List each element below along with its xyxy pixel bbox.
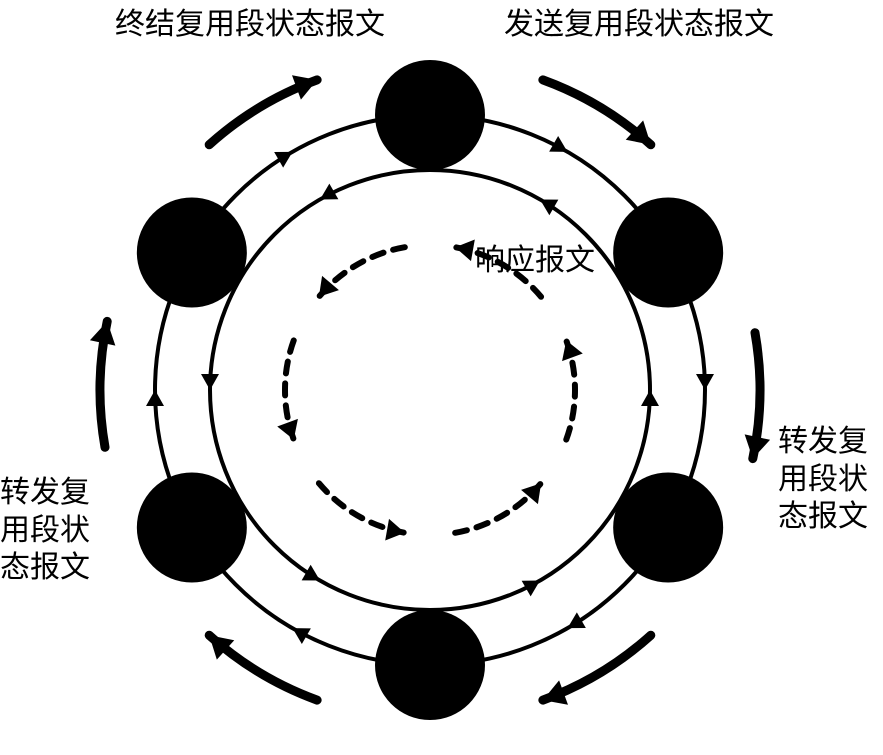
label-top-left: 终结复用段状态报文 — [115, 6, 385, 44]
ring-diagram — [0, 0, 883, 755]
label-left-side: 转发复 用段状 态报文 — [0, 474, 90, 587]
label-center: 响应报文 — [475, 242, 595, 280]
label-right-side: 转发复 用段状 态报文 — [778, 423, 868, 536]
diagram-canvas: { "canvas": { "width": 883, "height": 75… — [0, 0, 883, 755]
label-top-right: 发送复用段状态报文 — [504, 6, 774, 44]
